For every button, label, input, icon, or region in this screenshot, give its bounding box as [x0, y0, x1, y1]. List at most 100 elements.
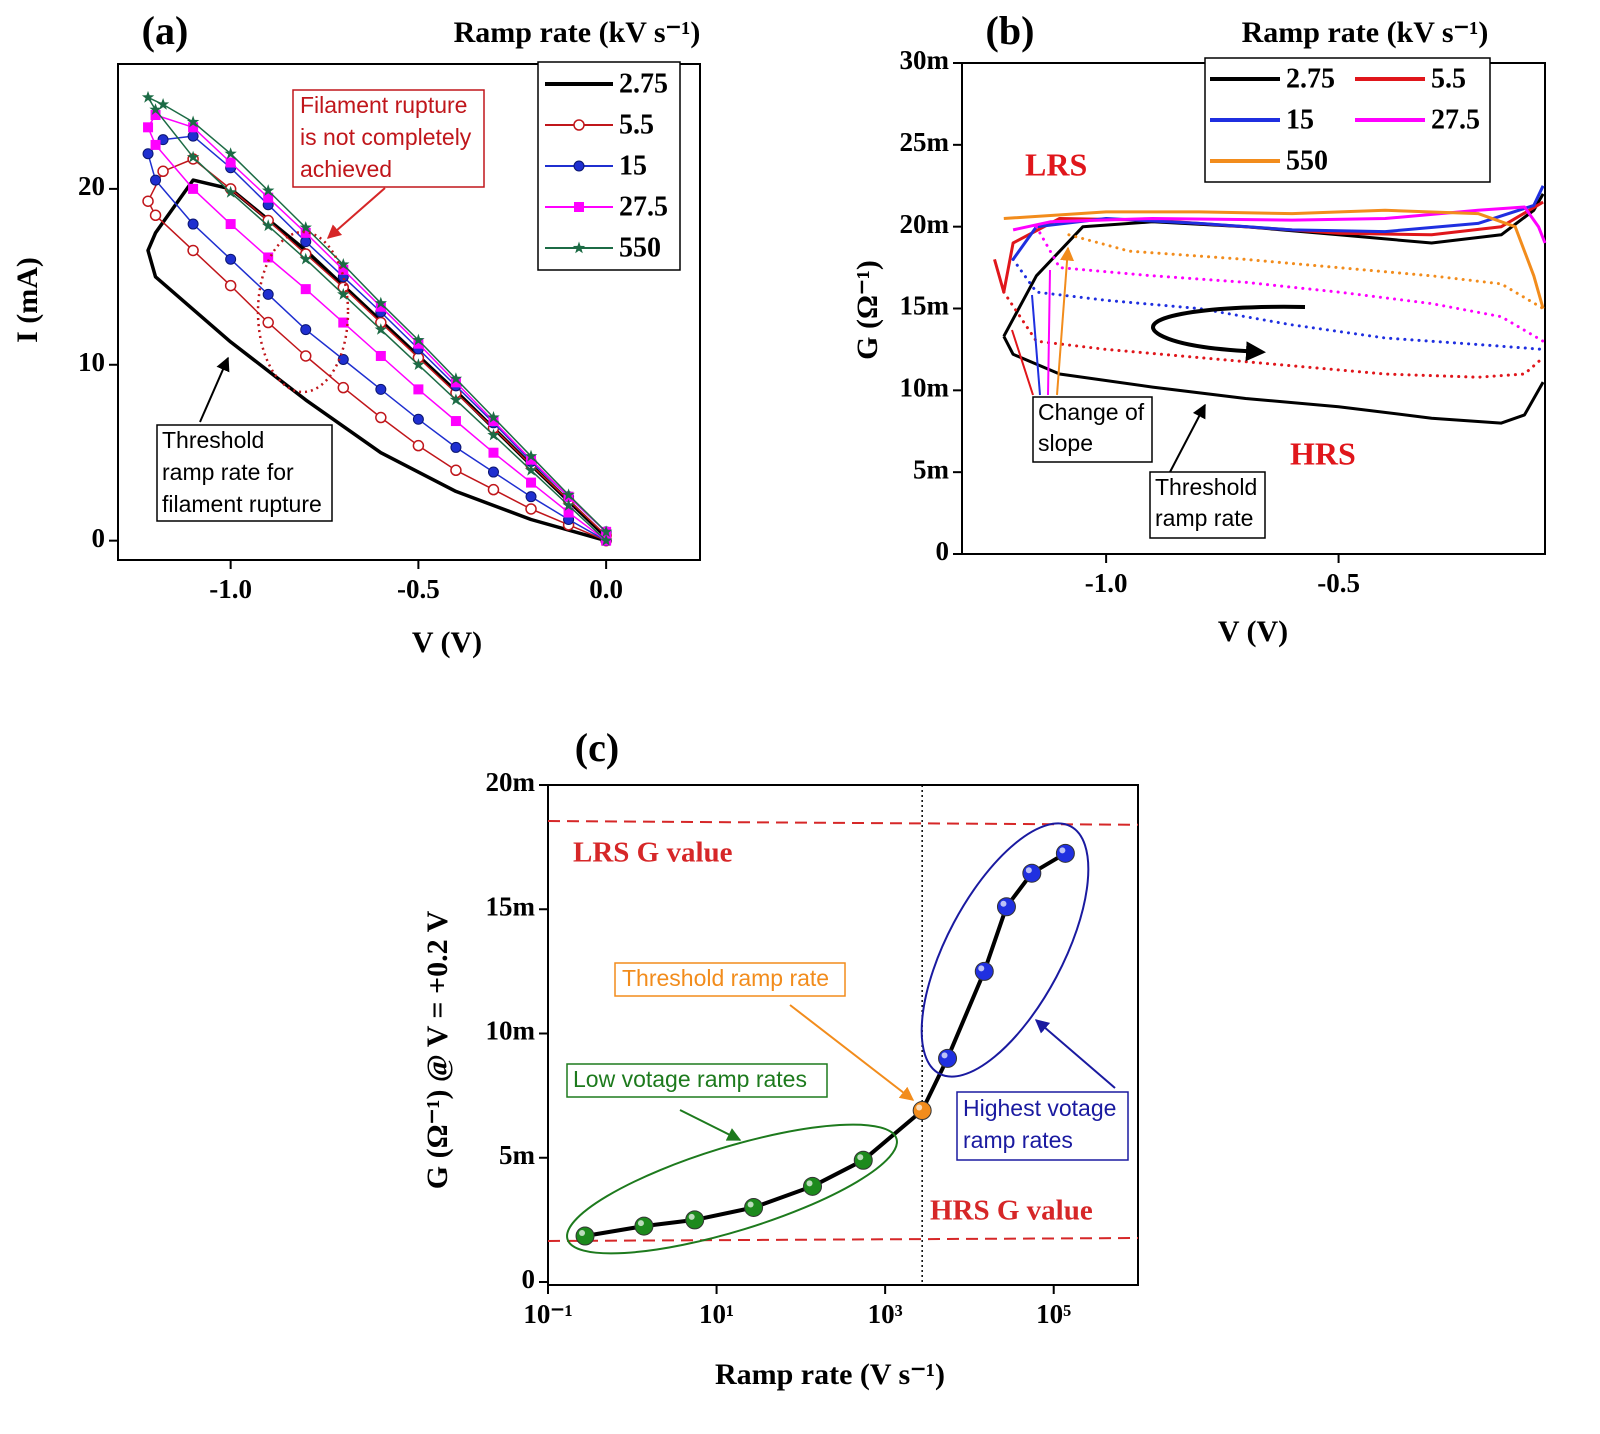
marker	[525, 503, 537, 515]
series-branch	[1011, 185, 1545, 261]
series-branch	[1067, 233, 1545, 310]
marker	[450, 377, 461, 388]
marker	[142, 148, 154, 160]
x-tick-label: 10¹	[699, 1299, 734, 1329]
x-axis-label: Ramp rate (V s⁻¹)	[715, 1358, 945, 1391]
marker	[337, 381, 350, 394]
marker	[526, 454, 537, 465]
marker	[524, 449, 538, 462]
data-point	[634, 1216, 654, 1236]
legend-label: 5.5	[1431, 63, 1466, 94]
y-tick-label: 0	[936, 536, 950, 566]
y-tick-label: 0	[92, 523, 106, 553]
marker	[338, 264, 349, 275]
marker	[225, 219, 236, 230]
marker	[337, 287, 350, 300]
marker	[157, 134, 169, 146]
highlight	[1000, 900, 1007, 907]
arrow	[1169, 403, 1206, 473]
series-branch	[1002, 193, 1545, 338]
plots: -1.0 -0.5 0.0 0 10 20 (a) V (V) I (mA) Ramp rate …	[11, 8, 1547, 1391]
annotation: filament rupture	[162, 491, 322, 517]
highlight	[1025, 867, 1032, 874]
marker	[188, 122, 199, 133]
legend-marker	[572, 241, 586, 254]
marker	[412, 413, 424, 425]
reference-line	[547, 820, 1139, 826]
marker	[187, 130, 199, 142]
marker	[300, 236, 312, 248]
marker	[150, 110, 161, 121]
decorations	[199, 187, 1306, 1255]
marker	[337, 258, 350, 270]
marker	[186, 150, 200, 163]
arrow	[1011, 329, 1034, 396]
x-tick-label: 10³	[868, 1299, 903, 1329]
legend-label: 2.75	[619, 68, 668, 99]
legend-title: Ramp rate (kV s⁻¹)	[454, 16, 701, 49]
annotation-box	[566, 1063, 828, 1098]
highlight	[806, 1180, 813, 1187]
x-tick-label: -1.0	[209, 574, 252, 604]
annotation: ramp rates	[963, 1127, 1073, 1153]
y-tick-label: 10m	[900, 373, 950, 403]
plot-frame	[547, 784, 1139, 1286]
panel-label: (b)	[986, 8, 1035, 53]
marker	[299, 350, 312, 362]
marker	[375, 383, 387, 395]
x-tick-label: -0.5	[1317, 568, 1360, 598]
marker	[143, 122, 154, 133]
data-point	[1055, 843, 1075, 863]
legend-label: 27.5	[619, 191, 668, 222]
y-tick-label: 20m	[900, 209, 950, 239]
annotation-box	[156, 424, 333, 522]
marker	[562, 499, 575, 511]
marker	[450, 464, 462, 477]
marker	[599, 525, 613, 538]
annotation: Low votage ramp rates	[573, 1066, 807, 1092]
highlight	[857, 1154, 864, 1161]
data-point	[803, 1176, 823, 1196]
annotation: Threshold	[162, 427, 264, 453]
marker	[187, 218, 199, 230]
marker	[225, 253, 237, 265]
data-point	[575, 1226, 595, 1246]
data-point	[1022, 863, 1042, 883]
marker	[487, 483, 500, 496]
marker	[156, 98, 170, 110]
x-tick-label: 0.0	[589, 574, 623, 604]
arrow	[199, 356, 230, 423]
marker	[300, 284, 311, 295]
annotation-box	[1149, 471, 1266, 539]
series-branch	[1034, 225, 1545, 343]
data-point	[912, 1101, 932, 1121]
marker	[262, 316, 274, 329]
highlight	[688, 1213, 695, 1220]
annotation: LRS	[1025, 146, 1087, 182]
y-tick-label: 20	[78, 171, 105, 201]
annotation: Filament rupture	[300, 92, 467, 118]
highlight	[1059, 847, 1066, 854]
marker	[450, 441, 462, 453]
annotation: LRS G value	[573, 837, 733, 869]
marker	[262, 184, 275, 196]
legend-label: 550	[1286, 145, 1328, 176]
highlight	[747, 1201, 754, 1208]
marker	[150, 139, 161, 150]
x-tick-label: -1.0	[1085, 568, 1128, 598]
marker	[188, 183, 199, 194]
marker	[299, 221, 312, 233]
marker	[450, 416, 461, 427]
panel-label: (c)	[575, 725, 619, 770]
marker	[563, 507, 574, 518]
marker	[150, 174, 162, 186]
marker	[299, 252, 312, 265]
legend-label: 27.5	[1431, 104, 1480, 135]
marker	[526, 477, 537, 488]
y-axis-label: I (mA)	[11, 257, 44, 343]
marker	[449, 393, 463, 406]
y-tick-label: 15m	[900, 291, 950, 321]
marker	[338, 317, 349, 328]
y-tick-label: 5m	[913, 454, 950, 484]
